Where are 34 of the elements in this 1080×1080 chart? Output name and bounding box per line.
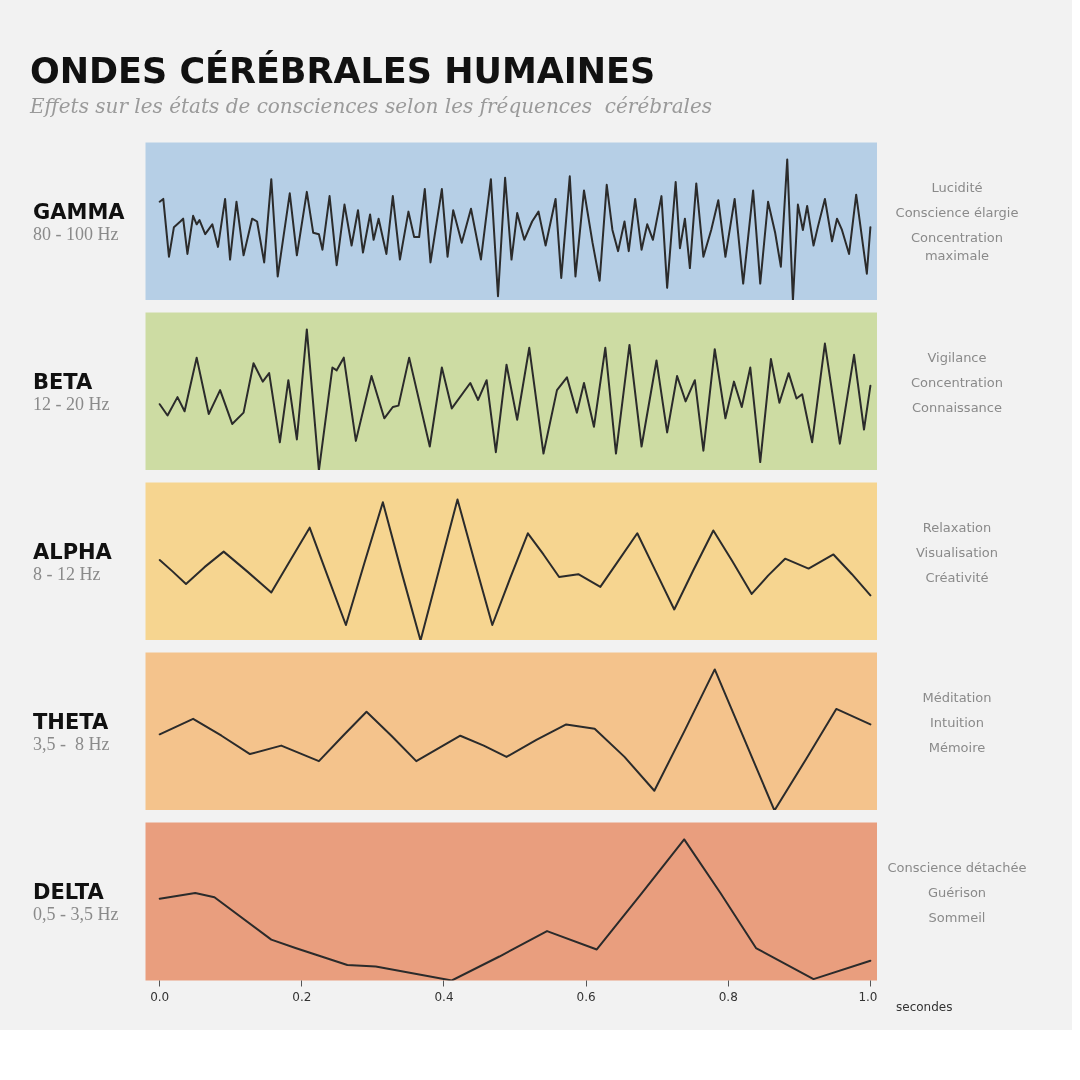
text: GAMMA: [33, 200, 125, 224]
text: 8 - 12 Hz: [33, 564, 102, 584]
text: Effets sur les états de consciences selon les fréquences cérébrales: [30, 93, 713, 120]
x-tick-label: 1.0: [858, 989, 878, 1004]
x-tick-label: 0.6: [576, 989, 596, 1004]
text: Vigilance: [926, 349, 988, 367]
text: 0,5 - 3,5 Hz: [33, 904, 119, 924]
text: DELTA: [33, 880, 105, 904]
text: 3,5 - 8 Hz: [33, 734, 110, 754]
text: Relaxation: [921, 519, 993, 537]
text: Visualisation: [914, 544, 1000, 562]
x-axis-title: secondes: [896, 999, 953, 1016]
text: BETA: [33, 370, 94, 394]
text: Conscience détachée: [886, 859, 1028, 877]
text: Connaissance: [911, 399, 1003, 417]
text: 80 - 100 Hz: [33, 224, 120, 244]
text: Guérison: [926, 884, 988, 902]
x-tick-label: 0.2: [292, 989, 312, 1004]
x-tick-label: 0.4: [434, 989, 454, 1004]
text: Créativité: [924, 569, 990, 587]
text: ALPHA: [33, 540, 112, 564]
text: Concentration: [910, 374, 1004, 392]
text: Concentration maximale: [910, 229, 1004, 265]
text: Méditation: [921, 689, 993, 707]
text: THETA: [33, 710, 110, 734]
text: Lucidité: [930, 179, 984, 197]
text: Intuition: [929, 714, 985, 732]
x-tick-label: 0.8: [718, 989, 738, 1004]
text: Conscience élargie: [894, 204, 1020, 222]
text: 12 - 20 Hz: [33, 394, 110, 414]
text: Sommeil: [927, 909, 987, 927]
text: Mémoire: [927, 739, 987, 757]
x-tick-label: 0.0: [150, 989, 170, 1004]
text: ONDES CÉRÉBRALES HUMAINES: [30, 50, 657, 92]
